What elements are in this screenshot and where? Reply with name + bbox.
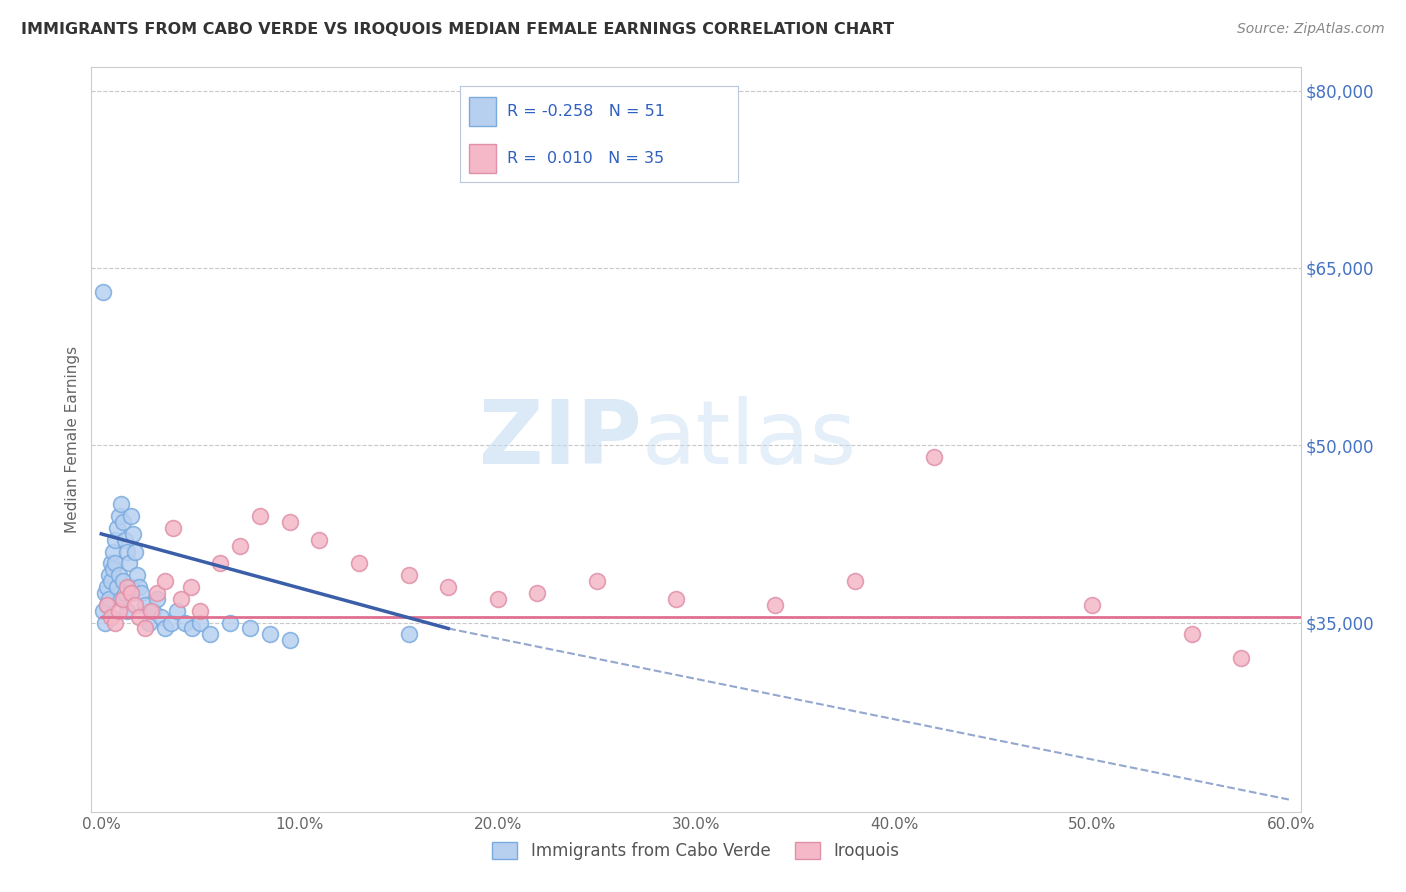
Point bbox=[94, 586, 117, 600]
Point bbox=[98, 591, 121, 606]
Point bbox=[190, 604, 212, 618]
Point bbox=[115, 580, 138, 594]
Point bbox=[112, 515, 135, 529]
Point bbox=[128, 609, 150, 624]
Point bbox=[112, 591, 135, 606]
Point bbox=[308, 533, 330, 547]
Point bbox=[103, 544, 125, 558]
Point bbox=[124, 598, 146, 612]
Point bbox=[169, 591, 191, 606]
Point bbox=[115, 544, 138, 558]
Text: atlas: atlas bbox=[641, 396, 856, 483]
Point bbox=[586, 574, 609, 589]
Point bbox=[239, 622, 262, 636]
Point bbox=[104, 615, 127, 630]
Point bbox=[146, 591, 169, 606]
Text: ZIP: ZIP bbox=[479, 396, 641, 483]
Point bbox=[91, 285, 114, 299]
Point bbox=[278, 515, 301, 529]
Point bbox=[437, 580, 460, 594]
Point bbox=[103, 562, 125, 576]
Point bbox=[209, 557, 232, 571]
Point bbox=[142, 604, 165, 618]
Point bbox=[1081, 598, 1104, 612]
Point bbox=[173, 615, 195, 630]
Point bbox=[105, 580, 128, 594]
Point bbox=[108, 568, 131, 582]
Point bbox=[278, 633, 301, 648]
Point bbox=[112, 574, 135, 589]
Point bbox=[110, 591, 132, 606]
Point bbox=[100, 574, 122, 589]
Point bbox=[159, 615, 181, 630]
Point bbox=[398, 627, 420, 641]
Point bbox=[134, 622, 156, 636]
Point bbox=[100, 609, 122, 624]
Point bbox=[486, 591, 509, 606]
Point bbox=[139, 604, 162, 618]
Point bbox=[153, 622, 176, 636]
Point bbox=[249, 509, 271, 524]
Point bbox=[120, 586, 142, 600]
Point bbox=[844, 574, 866, 589]
Point bbox=[128, 580, 150, 594]
Point bbox=[153, 574, 176, 589]
Point bbox=[96, 598, 118, 612]
Point bbox=[149, 609, 172, 624]
Point bbox=[763, 598, 786, 612]
Point bbox=[96, 580, 118, 594]
Point bbox=[166, 604, 188, 618]
Point bbox=[259, 627, 281, 641]
Point bbox=[120, 580, 142, 594]
Point bbox=[108, 509, 131, 524]
Point bbox=[200, 627, 222, 641]
Point bbox=[125, 568, 148, 582]
Point bbox=[98, 568, 121, 582]
Point bbox=[146, 586, 169, 600]
Point bbox=[1230, 651, 1253, 665]
Point bbox=[91, 604, 114, 618]
Legend: Immigrants from Cabo Verde, Iroquois: Immigrants from Cabo Verde, Iroquois bbox=[485, 835, 907, 867]
Point bbox=[100, 557, 122, 571]
Point bbox=[129, 586, 152, 600]
Text: IMMIGRANTS FROM CABO VERDE VS IROQUOIS MEDIAN FEMALE EARNINGS CORRELATION CHART: IMMIGRANTS FROM CABO VERDE VS IROQUOIS M… bbox=[21, 22, 894, 37]
Point bbox=[110, 497, 132, 511]
Point bbox=[94, 615, 117, 630]
Point bbox=[96, 598, 118, 612]
Point bbox=[104, 557, 127, 571]
Point bbox=[398, 568, 420, 582]
Point bbox=[104, 533, 127, 547]
Point bbox=[108, 604, 131, 618]
Point bbox=[347, 557, 370, 571]
Point bbox=[219, 615, 242, 630]
Point bbox=[120, 509, 142, 524]
Point bbox=[115, 604, 138, 618]
Point bbox=[138, 615, 160, 630]
Point bbox=[179, 580, 201, 594]
Point bbox=[134, 598, 156, 612]
Point bbox=[181, 622, 204, 636]
Point bbox=[229, 539, 252, 553]
Point bbox=[190, 615, 212, 630]
Point bbox=[105, 521, 128, 535]
Text: Source: ZipAtlas.com: Source: ZipAtlas.com bbox=[1237, 22, 1385, 37]
Point bbox=[162, 521, 184, 535]
Point bbox=[1180, 627, 1202, 641]
Point bbox=[526, 586, 548, 600]
Point bbox=[122, 527, 145, 541]
Point bbox=[118, 557, 141, 571]
Point bbox=[114, 586, 136, 600]
Point bbox=[114, 533, 136, 547]
Point bbox=[922, 450, 945, 464]
Y-axis label: Median Female Earnings: Median Female Earnings bbox=[65, 346, 80, 533]
Point bbox=[124, 544, 146, 558]
Point bbox=[665, 591, 688, 606]
